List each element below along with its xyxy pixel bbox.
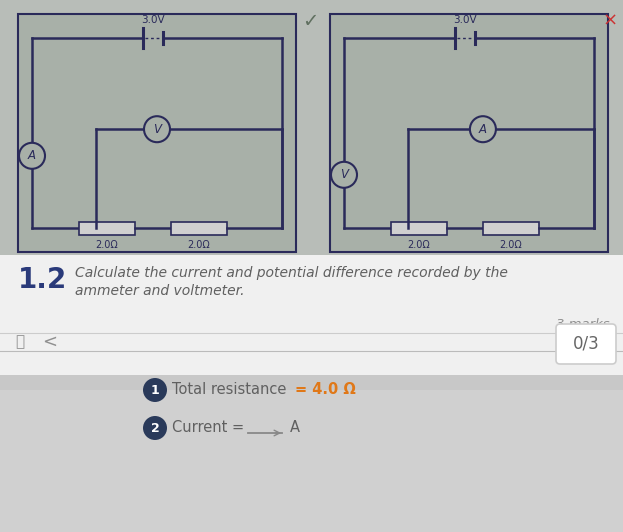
Text: <: < [42,333,57,351]
FancyBboxPatch shape [483,221,538,235]
Text: 1.2: 1.2 [18,266,67,294]
Text: 2.0Ω: 2.0Ω [407,239,430,250]
Circle shape [143,378,167,402]
Circle shape [470,116,496,142]
Text: = 4.0 Ω: = 4.0 Ω [295,383,356,397]
Text: 2.0Ω: 2.0Ω [499,239,522,250]
Text: 🔇: 🔇 [15,335,24,350]
Text: A: A [479,123,487,136]
Circle shape [331,162,357,188]
FancyBboxPatch shape [556,324,616,364]
Circle shape [143,416,167,440]
Text: Current =: Current = [172,420,249,436]
Text: Calculate the current and potential difference recorded by the: Calculate the current and potential diff… [75,266,508,280]
Text: 3 marks: 3 marks [556,318,610,331]
FancyBboxPatch shape [0,0,623,255]
Text: 3.0V: 3.0V [453,15,477,25]
Text: ✓: ✓ [302,12,318,31]
Text: ammeter and voltmeter.: ammeter and voltmeter. [75,284,244,298]
Text: A: A [28,149,36,162]
Text: 2.0Ω: 2.0Ω [95,239,118,250]
Text: 3.0V: 3.0V [141,15,165,25]
Text: 0/3: 0/3 [573,335,599,353]
FancyBboxPatch shape [0,375,623,390]
FancyBboxPatch shape [171,221,227,235]
FancyBboxPatch shape [0,255,623,375]
Text: 2: 2 [151,421,159,435]
FancyBboxPatch shape [391,221,447,235]
Text: A: A [290,420,300,436]
FancyBboxPatch shape [330,14,608,252]
Circle shape [144,116,170,142]
Text: ×: × [602,12,617,30]
Circle shape [19,143,45,169]
FancyBboxPatch shape [18,14,296,252]
Text: 2.0Ω: 2.0Ω [188,239,210,250]
Text: Total resistance: Total resistance [172,383,291,397]
Text: V: V [340,168,348,181]
Text: V: V [153,123,161,136]
Text: 1: 1 [151,384,159,396]
FancyBboxPatch shape [0,390,623,532]
FancyBboxPatch shape [79,221,135,235]
